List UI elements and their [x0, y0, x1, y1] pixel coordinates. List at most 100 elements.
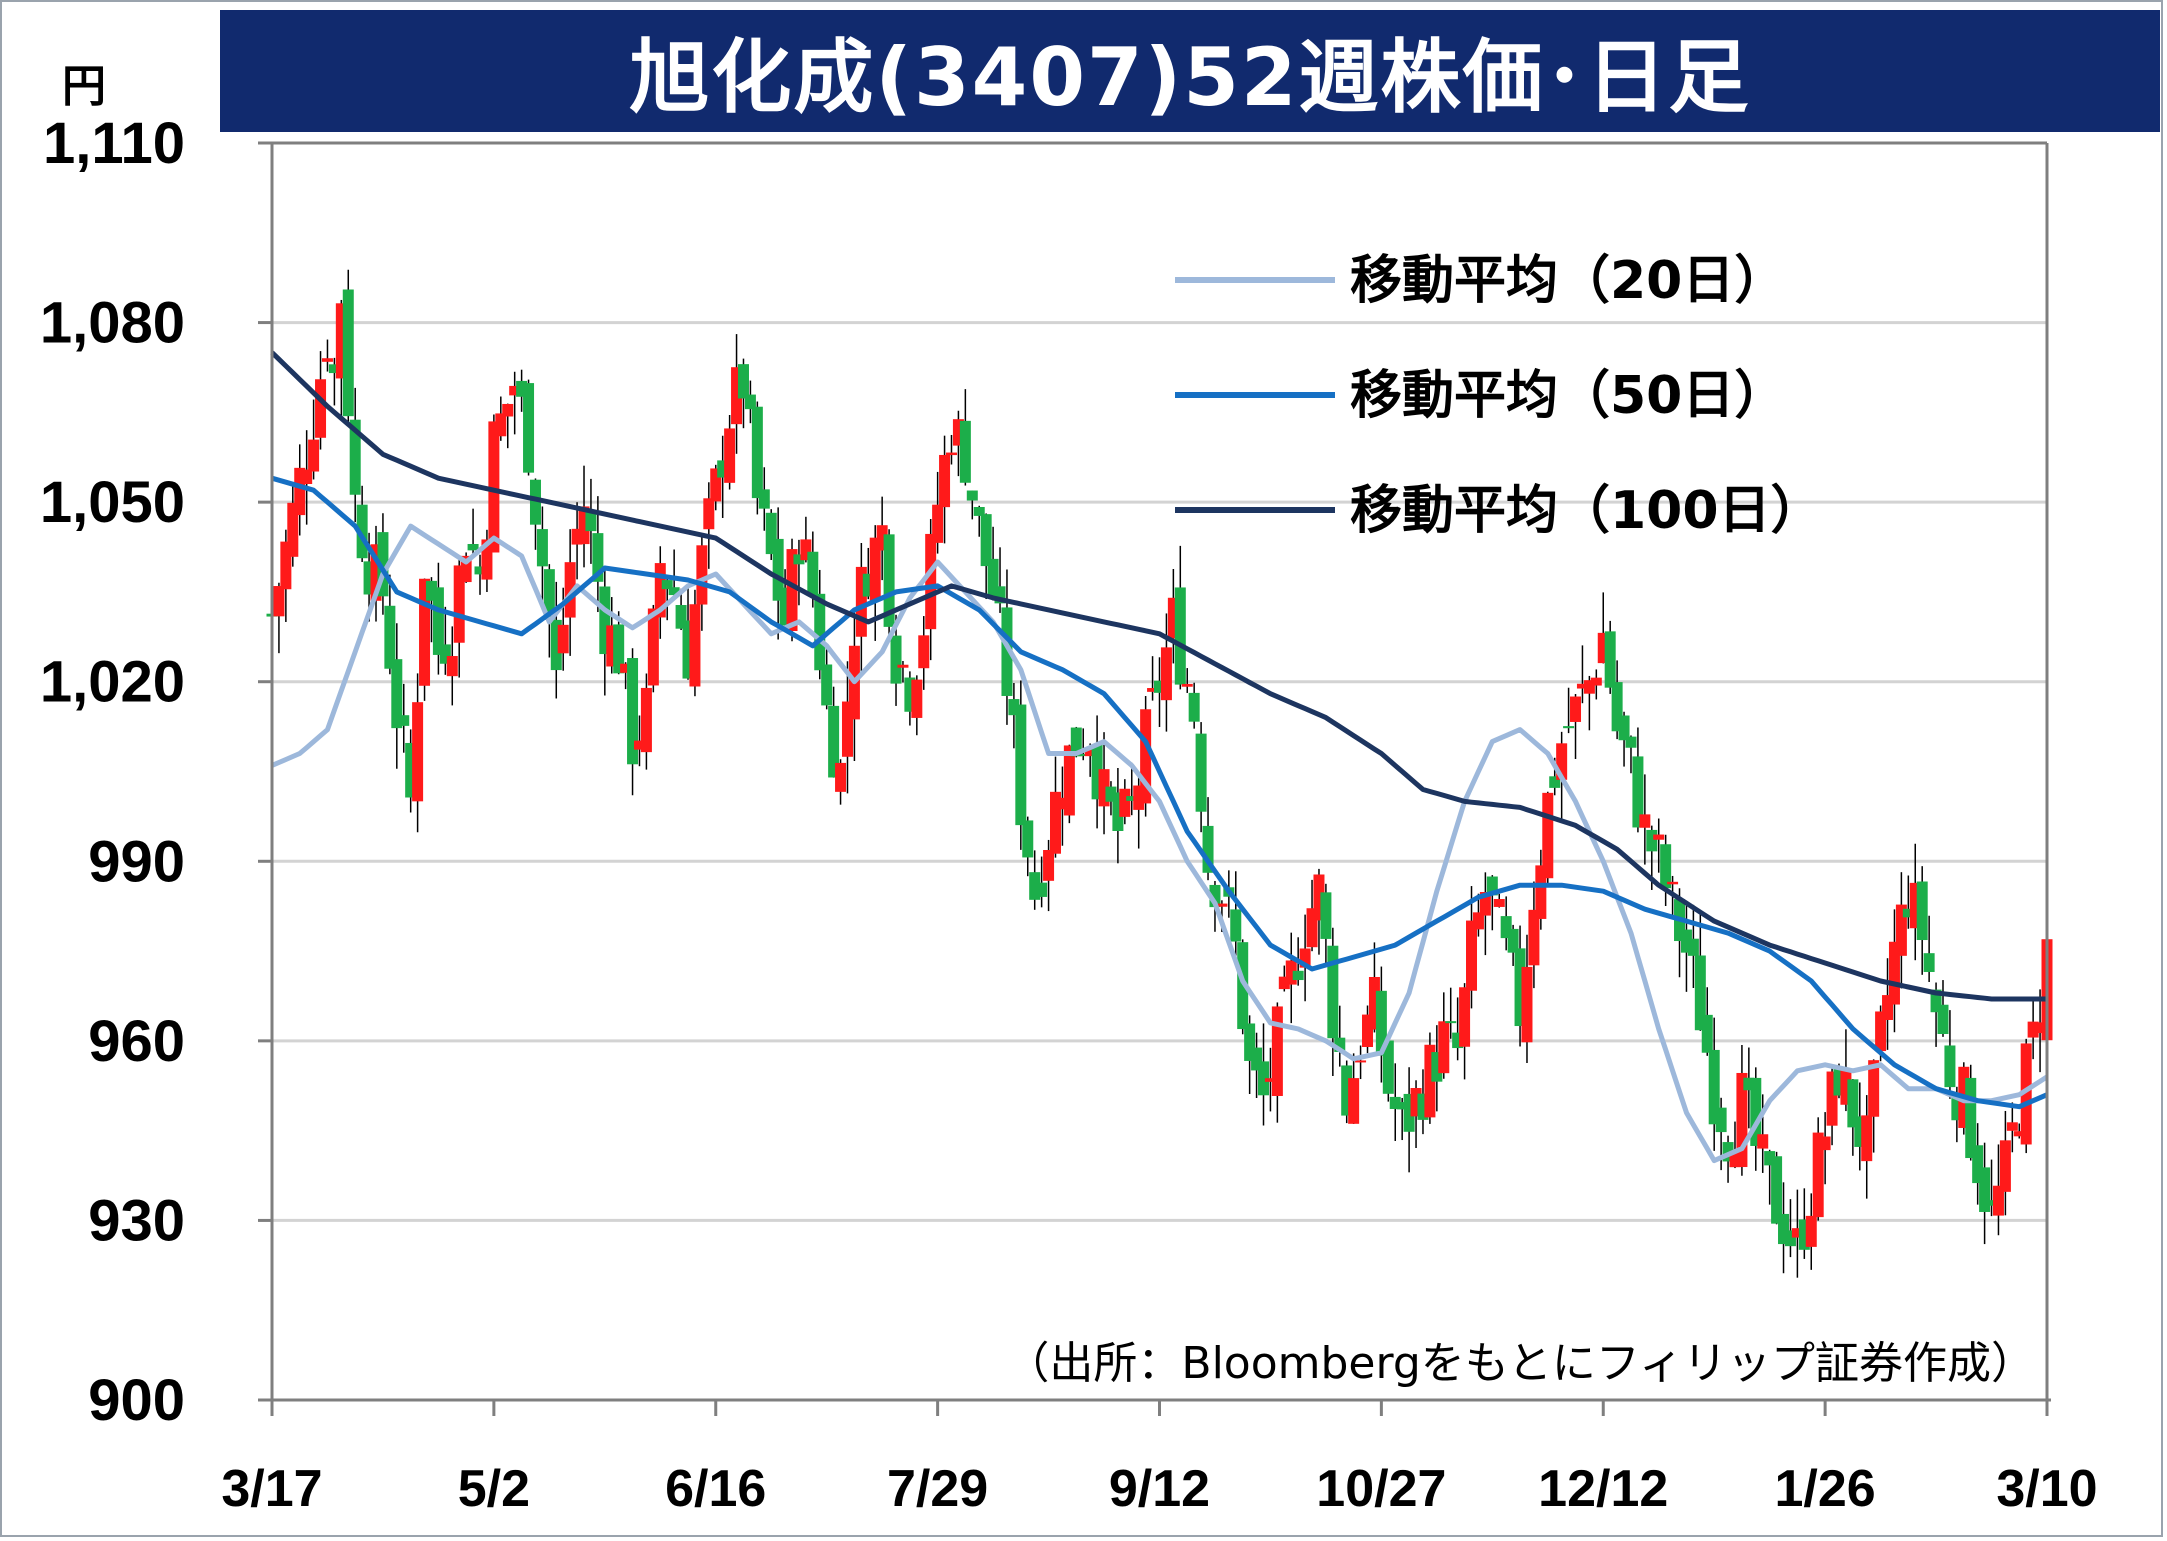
candle-down: [1632, 756, 1644, 828]
candle-up: [1868, 1060, 1880, 1117]
candle-down: [398, 715, 410, 726]
candle-down: [1230, 909, 1242, 942]
candle-up: [564, 562, 576, 618]
candle-down: [1847, 1079, 1859, 1128]
candle-down: [613, 624, 625, 674]
candle-up: [1271, 1006, 1283, 1096]
candle-up: [1493, 899, 1505, 907]
candle-up: [488, 421, 500, 553]
candle-down: [1514, 948, 1526, 1027]
candle-up: [1667, 881, 1679, 885]
candle-down: [1611, 682, 1623, 732]
candle-down: [966, 490, 978, 501]
candle-down: [1930, 989, 1942, 1013]
y-tick-label: 1,080: [40, 291, 185, 356]
candle-up: [696, 545, 708, 605]
legend-label: 移動平均（50日）: [1350, 366, 1786, 426]
candle-down: [349, 419, 361, 495]
candle-up: [419, 578, 431, 686]
candle-down: [585, 510, 597, 532]
candle-down: [1618, 715, 1630, 741]
candle-up: [1999, 1140, 2011, 1192]
candle-down: [1722, 1142, 1734, 1162]
candle-down: [1320, 892, 1332, 939]
candle-up: [731, 367, 743, 425]
candle-down: [356, 504, 368, 559]
candle-down: [1625, 736, 1637, 748]
candle-down: [1798, 1219, 1810, 1250]
y-tick-label: 900: [88, 1368, 185, 1433]
candle-up: [280, 541, 292, 590]
candle-up: [640, 687, 652, 753]
candle-up: [287, 502, 299, 557]
candle-up: [2006, 1122, 2018, 1131]
candle-down: [1258, 1061, 1270, 1096]
candle-up: [1438, 1021, 1450, 1074]
x-tick-label: 1/26: [1775, 1460, 1876, 1518]
candle-down: [1077, 753, 1089, 756]
source-note: （出所：Bloombergをもとにフィリップ証券作成）: [1005, 1338, 2035, 1389]
y-tick-label: 1,020: [40, 650, 185, 715]
candle-down: [627, 658, 639, 765]
candle-down: [1750, 1077, 1762, 1146]
candle-up: [786, 549, 798, 632]
candle-up: [1812, 1132, 1824, 1218]
candle-down: [543, 569, 555, 620]
candle-up: [1840, 1068, 1852, 1105]
candle-up: [1306, 908, 1318, 948]
candle-up: [1160, 647, 1172, 701]
candle-up: [1043, 849, 1055, 881]
candle-up: [495, 413, 507, 437]
candle-down: [751, 406, 763, 499]
candle-down: [717, 460, 729, 478]
candle-down: [1708, 1049, 1720, 1125]
y-tick-label: 1,050: [40, 470, 185, 535]
candle-down: [592, 533, 604, 582]
candle-down: [661, 580, 673, 590]
candle-down: [474, 566, 486, 575]
candle-down: [973, 506, 985, 516]
candle-down: [1154, 680, 1165, 693]
candle-down: [1070, 727, 1082, 757]
candle-down: [807, 551, 819, 595]
candle-down: [1105, 786, 1117, 802]
candle-down: [1008, 699, 1020, 716]
candle-up: [2027, 1021, 2039, 1038]
candle-up: [1882, 995, 1894, 1020]
candle-up: [557, 624, 569, 654]
candle-up: [1590, 677, 1602, 686]
candle-down: [779, 587, 791, 626]
candle-down: [1972, 1145, 1984, 1184]
candle-up: [1355, 1060, 1367, 1063]
candle-down: [1382, 1040, 1394, 1094]
candle-up: [301, 469, 313, 485]
candle-up: [1757, 1134, 1769, 1149]
candle-down: [1687, 938, 1699, 956]
candle-up: [370, 544, 382, 601]
candle-up: [1368, 976, 1380, 1030]
candle-down: [1431, 1052, 1443, 1082]
candle-down: [1112, 792, 1124, 831]
candle-up: [689, 604, 701, 687]
candle-down: [1327, 945, 1339, 1039]
x-tick-label: 3/17: [221, 1460, 322, 1518]
chart-title: 旭化成(3407)52週株価･日足: [629, 31, 1751, 124]
candle-up: [509, 385, 521, 396]
candle-up: [1729, 1150, 1741, 1168]
candle-down: [1091, 745, 1103, 800]
ma-line-2: [270, 350, 2047, 1002]
candle-down: [1694, 955, 1706, 1031]
candle-down: [391, 659, 403, 729]
candle-up: [1639, 814, 1651, 828]
candle-up: [945, 452, 957, 456]
candle-up: [1278, 976, 1290, 990]
candle-down: [1389, 1096, 1401, 1109]
candle-down: [1015, 704, 1027, 826]
candle-down: [1237, 942, 1249, 1030]
candle-down: [1195, 733, 1207, 812]
candle-down: [1202, 825, 1214, 873]
candle-up: [1049, 791, 1061, 854]
candle-down: [675, 605, 687, 629]
candle-down: [384, 605, 396, 669]
candle-up: [1826, 1071, 1838, 1126]
